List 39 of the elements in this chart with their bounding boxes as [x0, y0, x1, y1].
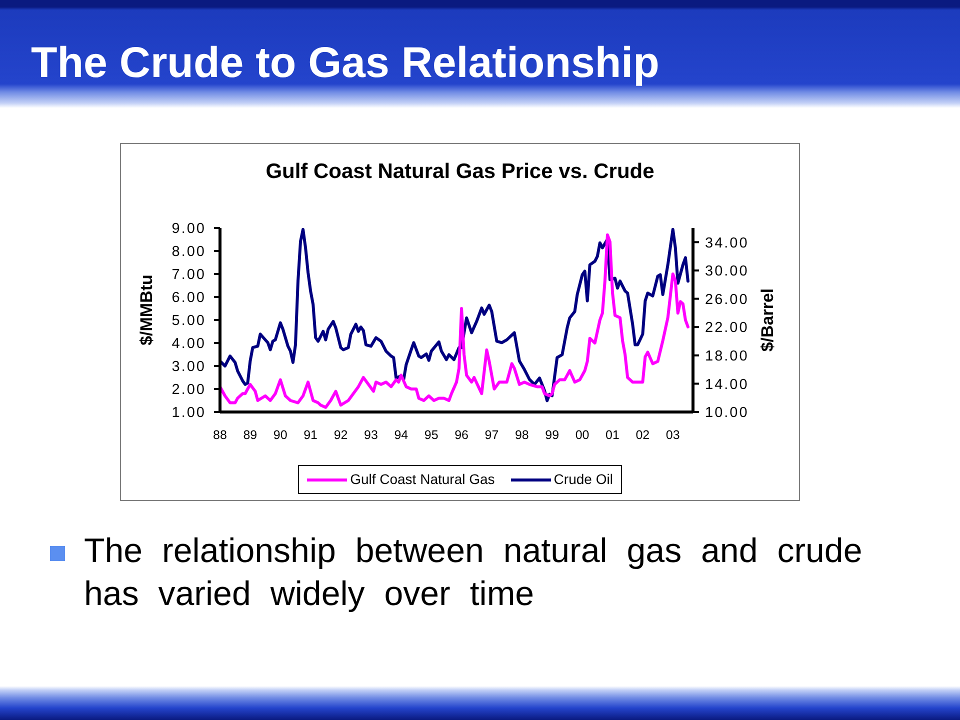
x-tick-label: 03 — [666, 428, 680, 442]
y2-axis-title: $/Barrel — [758, 288, 777, 352]
y-tick-label: 3.00 — [172, 359, 206, 376]
text: The relationship between natural gas and crude has varied widely over time — [84, 532, 862, 613]
y-tick-label: 5.00 — [172, 313, 206, 330]
x-tick-label: 93 — [364, 428, 378, 442]
x-tick-label: 94 — [394, 428, 408, 442]
y2-tick-label: 30.00 — [705, 264, 749, 280]
y2-tick-label: 34.00 — [705, 235, 749, 252]
legend-label: Gulf Coast Natural Gas — [350, 471, 495, 487]
y-tick-label: 1.00 — [172, 405, 206, 422]
y2-tick-label: 14.00 — [705, 376, 749, 393]
x-tick-label: 02 — [636, 428, 650, 442]
x-tick-label: 91 — [304, 428, 318, 442]
chart-title: The Crude to Gas Relationship — [31, 39, 660, 87]
x-tick-label: 00 — [575, 428, 590, 442]
legend-label: Crude Oil — [554, 471, 613, 487]
y-tick-label: 8.00 — [172, 244, 206, 260]
y2-tick-label: 22.00 — [705, 320, 749, 336]
y-axis-title: $/MMBtu — [137, 274, 156, 346]
y-tick-label: 4.00 — [172, 336, 206, 352]
x-tick-label: 96 — [454, 428, 469, 442]
y-tick-label: 6.00 — [172, 290, 206, 306]
y-tick-label: 9.00 — [172, 221, 206, 238]
x-tick-label: 97 — [484, 428, 499, 442]
y2-tick-label: 18.00 — [705, 348, 749, 365]
x-tick-label: 01 — [606, 428, 620, 442]
x-tick-label: 99 — [545, 428, 560, 442]
y2-tick-label: 10.00 — [705, 405, 749, 422]
y2-tick-label: 26.00 — [705, 292, 749, 308]
x-tick-label: 90 — [273, 428, 288, 442]
y-tick-label: 2.00 — [172, 382, 206, 398]
x-tick-label: 98 — [514, 428, 529, 442]
x-tick-label: 92 — [334, 428, 348, 442]
x-tick-label: 88 — [213, 428, 227, 442]
x-tick-label: 89 — [243, 428, 258, 442]
y-tick-label: 7.00 — [172, 267, 206, 284]
x-tick-label: 95 — [424, 428, 438, 442]
chart-subtitle: Gulf Coast Natural Gas Price vs. Crude — [266, 160, 654, 183]
